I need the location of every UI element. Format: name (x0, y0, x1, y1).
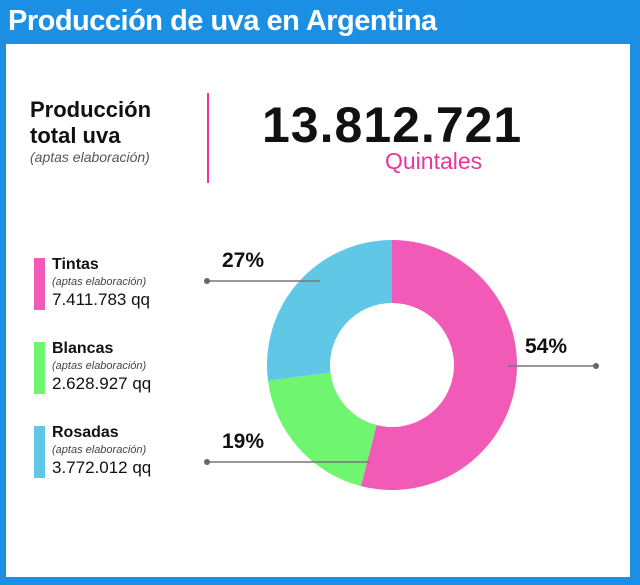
legend-value: 3.772.012 qq (52, 458, 152, 477)
legend-name: Tintas (52, 256, 99, 273)
percent-label-tintas: 54% (525, 335, 567, 358)
legend-note: (aptas elaboración) (52, 276, 147, 288)
leader-dot-blancas (204, 459, 210, 465)
legend-name: Rosadas (52, 424, 119, 441)
total-unit: Quintales (385, 148, 483, 174)
legend-swatch-blancas (34, 342, 45, 394)
legend-swatch-tintas (34, 258, 45, 310)
total-note: (aptas elaboración) (30, 149, 150, 165)
legend-swatch-rosadas (34, 426, 45, 478)
legend-value: 7.411.783 qq (52, 290, 150, 309)
percent-label-blancas: 19% (222, 430, 264, 453)
title-bar: Producción de uva en Argentina (0, 0, 437, 44)
donut-slice-blancas (267, 372, 377, 487)
page-title: Producción de uva en Argentina (8, 5, 437, 37)
legend-note: (aptas elaboración) (52, 444, 147, 456)
divider (207, 93, 209, 183)
leader-dot-tintas (593, 363, 599, 369)
legend-value: 2.628.927 qq (52, 374, 152, 393)
total-label-line1: Producción (30, 97, 152, 122)
donut-slice-tintas (360, 240, 517, 490)
legend-name: Blancas (52, 340, 114, 357)
total-label: Producción total uva (30, 97, 151, 149)
donut-slice-rosadas (266, 240, 392, 381)
leader-dot-rosadas (204, 278, 210, 284)
total-label-line2: total uva (30, 123, 121, 148)
legend-note: (aptas elaboración) (52, 360, 147, 372)
total-value: 13.812.721 (262, 97, 523, 153)
percent-label-rosadas: 27% (222, 249, 264, 272)
